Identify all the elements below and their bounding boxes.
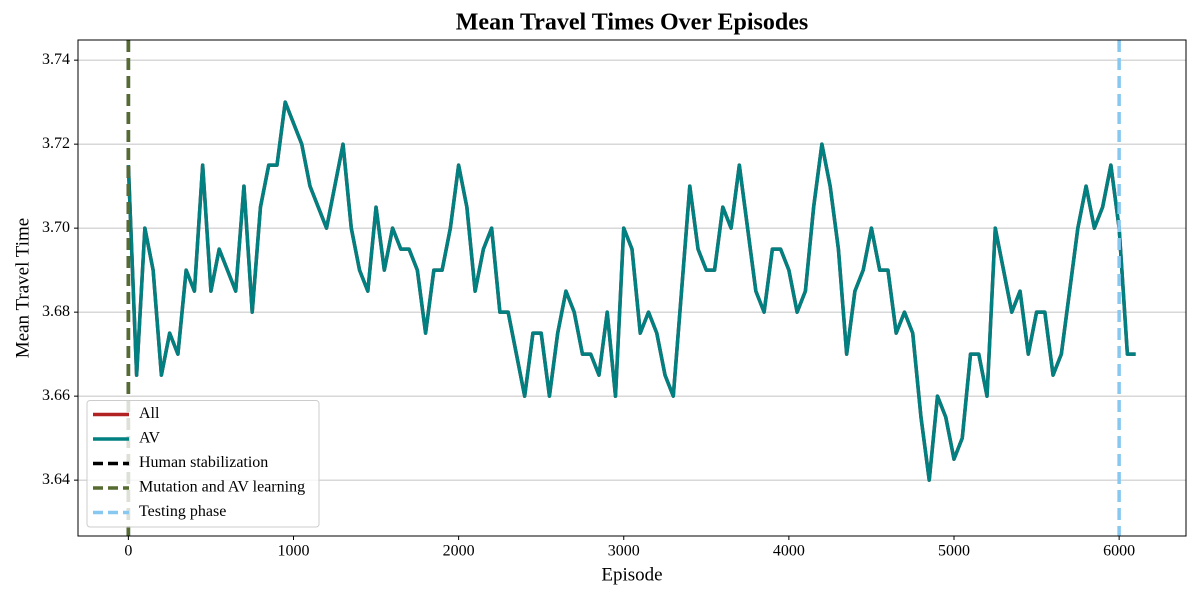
x-tick-label: 1000 xyxy=(277,543,309,560)
legend-label: Human stabilization xyxy=(139,454,268,471)
x-tick-label: 2000 xyxy=(443,543,475,560)
x-tick-label: 5000 xyxy=(938,543,970,560)
y-tick-label: 3.64 xyxy=(42,471,70,488)
x-tick-label: 6000 xyxy=(1103,543,1135,560)
y-tick-label: 3.68 xyxy=(42,303,70,320)
legend: All AV Human stabilization Mutation and AV … xyxy=(86,400,320,528)
y-tick-label: 3.66 xyxy=(42,387,70,404)
x-tick-label: 0 xyxy=(124,543,132,560)
y-tick-label: 3.70 xyxy=(42,219,70,236)
x-tick-label: 4000 xyxy=(773,543,805,560)
y-tick-label: 3.72 xyxy=(42,135,70,152)
plot-frame xyxy=(77,39,1187,537)
chart-title: Mean Travel Times Over Episodes xyxy=(456,10,808,36)
legend-label: All xyxy=(139,405,160,422)
series-line xyxy=(126,100,1136,482)
y-axis-label: Mean Travel Time xyxy=(12,218,33,358)
legend-label: Mutation and AV learning xyxy=(139,479,305,496)
legend-label: AV xyxy=(139,430,160,447)
x-axis-label: Episode xyxy=(601,564,662,585)
legend-label: Testing phase xyxy=(139,503,226,520)
legend-box xyxy=(86,400,320,528)
y-tick-label: 3.74 xyxy=(42,51,70,68)
x-tick-label: 3000 xyxy=(608,543,640,560)
